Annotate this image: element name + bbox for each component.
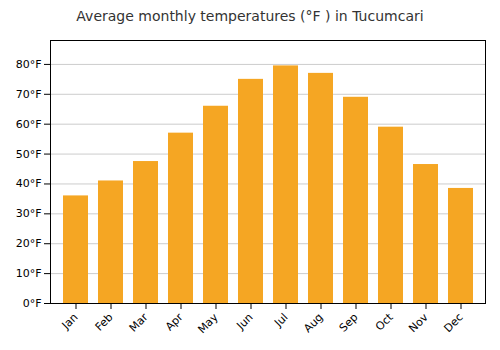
svg-text:May: May — [195, 310, 221, 336]
svg-text:20°F: 20°F — [16, 237, 42, 250]
svg-text:Nov: Nov — [406, 310, 431, 335]
svg-text:Oct: Oct — [373, 310, 396, 333]
svg-text:Jan: Jan — [59, 311, 81, 333]
svg-text:60°F: 60°F — [16, 118, 42, 131]
svg-text:Sep: Sep — [337, 311, 361, 335]
svg-text:70°F: 70°F — [16, 88, 42, 101]
svg-text:30°F: 30°F — [16, 207, 42, 220]
svg-text:Mar: Mar — [127, 310, 151, 334]
svg-text:Aug: Aug — [301, 311, 325, 335]
svg-text:Apr: Apr — [163, 310, 186, 333]
svg-text:Jun: Jun — [234, 311, 256, 333]
svg-text:50°F: 50°F — [16, 148, 42, 161]
svg-text:10°F: 10°F — [16, 267, 42, 280]
svg-text:80°F: 80°F — [16, 58, 42, 71]
svg-text:0°F: 0°F — [23, 297, 42, 310]
html-text:Average monthly temperatures (: Average monthly temperatures (°F ) in Tu… — [76, 8, 424, 24]
svg-text:Feb: Feb — [93, 311, 116, 334]
svg-text:40°F: 40°F — [16, 177, 42, 190]
svg-text:Dec: Dec — [441, 311, 465, 335]
svg-text:Jul: Jul — [271, 311, 290, 330]
